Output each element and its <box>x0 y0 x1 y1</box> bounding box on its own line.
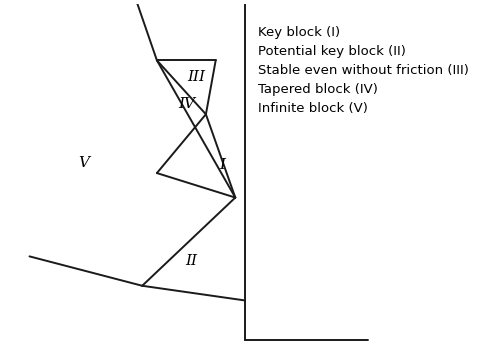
Text: I: I <box>220 158 226 172</box>
Text: III: III <box>187 70 205 84</box>
Text: Key block (I)
Potential key block (II)
Stable even without friction (III)
Tapere: Key block (I) Potential key block (II) S… <box>258 26 468 115</box>
Text: V: V <box>78 156 89 170</box>
Text: II: II <box>185 254 197 268</box>
Text: IV: IV <box>178 97 195 112</box>
